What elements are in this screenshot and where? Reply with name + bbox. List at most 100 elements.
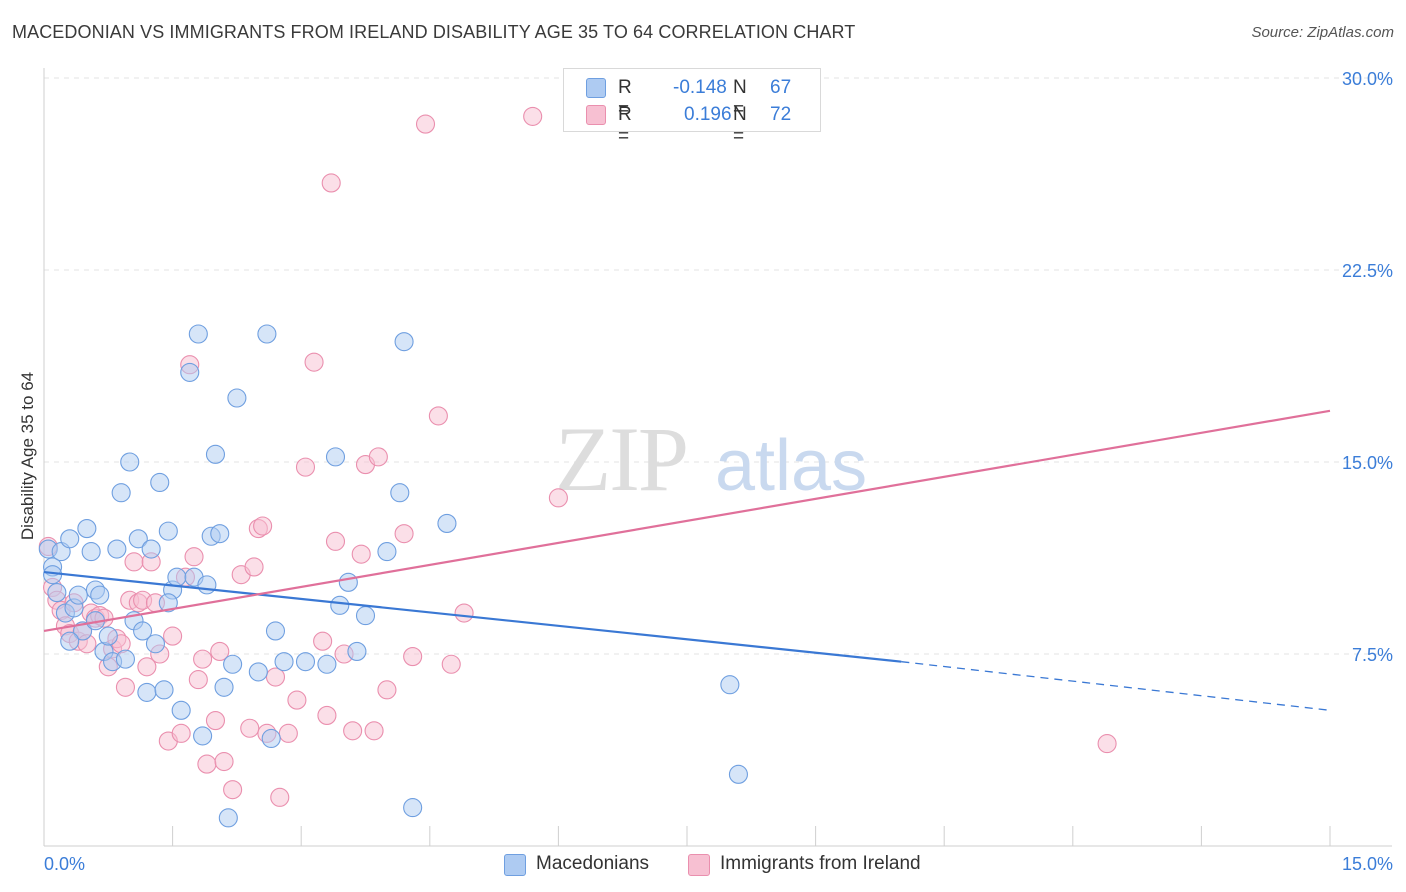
macedonians-point xyxy=(188,324,208,344)
macedonians-point xyxy=(167,567,187,587)
legend-r-value: -0.148 xyxy=(673,77,727,98)
bottom-legend-label-ireland: Immigrants from Ireland xyxy=(720,853,921,874)
macedonians-point xyxy=(295,652,316,672)
x-tick-label-max: 15.0% xyxy=(1342,854,1393,874)
macedonians-point xyxy=(223,654,243,674)
ireland-point xyxy=(197,754,217,774)
series-ireland-points xyxy=(38,106,1117,807)
correlation-legend: R = -0.148 N = 67 R = 0.196 N = 72 xyxy=(563,68,821,147)
ireland-point xyxy=(210,641,230,661)
macedonians-point xyxy=(171,700,191,720)
macedonians-point xyxy=(154,680,174,700)
ireland-point xyxy=(548,488,568,508)
ireland-point xyxy=(184,547,204,567)
macedonians-point xyxy=(115,649,135,669)
bottom-legend-swatch-macedonians xyxy=(504,854,526,876)
ireland-point xyxy=(441,654,461,674)
macedonians-point xyxy=(214,677,234,697)
tick-labels: 7.5% 15.0% 22.5% 30.0% 0.0% 15.0% xyxy=(44,69,1393,874)
macedonians-point xyxy=(81,542,101,562)
ireland-point xyxy=(278,723,298,743)
ireland-point xyxy=(321,173,341,193)
watermark: ZIP atlas xyxy=(555,408,867,510)
legend-r-label: R = xyxy=(618,104,632,147)
watermark-atlas: atlas xyxy=(715,426,867,506)
trend-line-macedonians-extension xyxy=(901,661,1331,711)
macedonians-point xyxy=(47,583,67,603)
legend-r-value: 0.196 xyxy=(684,104,732,125)
ireland-point xyxy=(317,705,337,725)
series-macedonians-points xyxy=(38,324,748,828)
watermark-zip: ZIP xyxy=(555,408,687,510)
macedonians-point xyxy=(205,444,226,464)
y-tick-label: 22.5% xyxy=(1342,261,1393,281)
axes xyxy=(43,68,1392,847)
macedonians-point xyxy=(257,324,277,344)
ireland-point xyxy=(454,603,474,623)
macedonians-point xyxy=(98,626,118,646)
ireland-point xyxy=(523,106,543,126)
trend-line-ireland xyxy=(43,409,1331,633)
macedonians-point xyxy=(193,726,213,746)
ireland-point xyxy=(205,711,226,731)
macedonians-point xyxy=(158,593,178,613)
macedonians-point xyxy=(128,529,148,549)
ireland-point xyxy=(304,352,324,372)
macedonians-point xyxy=(377,542,397,562)
macedonians-point xyxy=(158,521,178,541)
gridlines xyxy=(44,77,1392,655)
macedonians-point xyxy=(437,513,457,533)
ireland-point xyxy=(313,631,333,651)
ireland-point xyxy=(295,457,316,477)
y-tick-label: 15.0% xyxy=(1342,453,1393,473)
ireland-point xyxy=(193,649,213,669)
ireland-point xyxy=(265,667,286,687)
ireland-point xyxy=(428,406,448,426)
ireland-point xyxy=(171,723,191,743)
trend-line-macedonians xyxy=(43,570,902,663)
macedonians-point xyxy=(150,472,170,493)
macedonians-point xyxy=(248,662,268,682)
macedonians-point xyxy=(720,675,740,695)
ireland-point xyxy=(343,721,363,741)
macedonians-point xyxy=(227,388,247,408)
macedonians-point xyxy=(274,652,294,672)
ireland-point xyxy=(188,670,208,690)
bottom-legend-swatch-ireland xyxy=(688,854,710,876)
ireland-point xyxy=(415,114,436,134)
y-axis-label: Disability Age 35 to 64 xyxy=(18,372,37,540)
macedonians-point xyxy=(197,575,217,595)
ireland-point xyxy=(377,680,397,700)
macedonians-point xyxy=(261,728,281,749)
ireland-point xyxy=(403,647,423,667)
legend-n-label: N = xyxy=(733,77,747,120)
macedonians-point xyxy=(180,362,200,382)
macedonians-point xyxy=(394,332,414,352)
macedonians-point xyxy=(317,654,337,674)
bottom-legend-label-macedonians: Macedonians xyxy=(536,853,650,874)
ireland-point xyxy=(368,447,388,467)
macedonians-point xyxy=(210,524,230,544)
macedonians-point xyxy=(390,483,410,503)
ireland-point xyxy=(124,552,144,572)
macedonians-point xyxy=(77,519,97,539)
macedonians-point xyxy=(355,606,376,626)
macedonians-point xyxy=(330,595,350,615)
macedonians-point xyxy=(338,572,358,592)
chart-title: MACEDONIAN VS IMMIGRANTS FROM IRELAND DI… xyxy=(12,22,856,42)
ireland-point xyxy=(137,657,157,677)
macedonians-point xyxy=(403,798,423,818)
ireland-point xyxy=(287,690,307,710)
macedonians-point xyxy=(107,539,127,559)
trend-lines xyxy=(43,409,1331,711)
ireland-point xyxy=(240,718,260,738)
macedonians-point xyxy=(60,631,80,651)
legend-swatch-ireland xyxy=(586,105,606,125)
legend-r-label: R = xyxy=(618,77,632,120)
ireland-point xyxy=(163,626,183,646)
ireland-point xyxy=(351,544,371,564)
macedonians-point xyxy=(111,483,131,503)
legend-n-value: 67 xyxy=(770,77,792,98)
macedonians-point xyxy=(728,764,748,784)
